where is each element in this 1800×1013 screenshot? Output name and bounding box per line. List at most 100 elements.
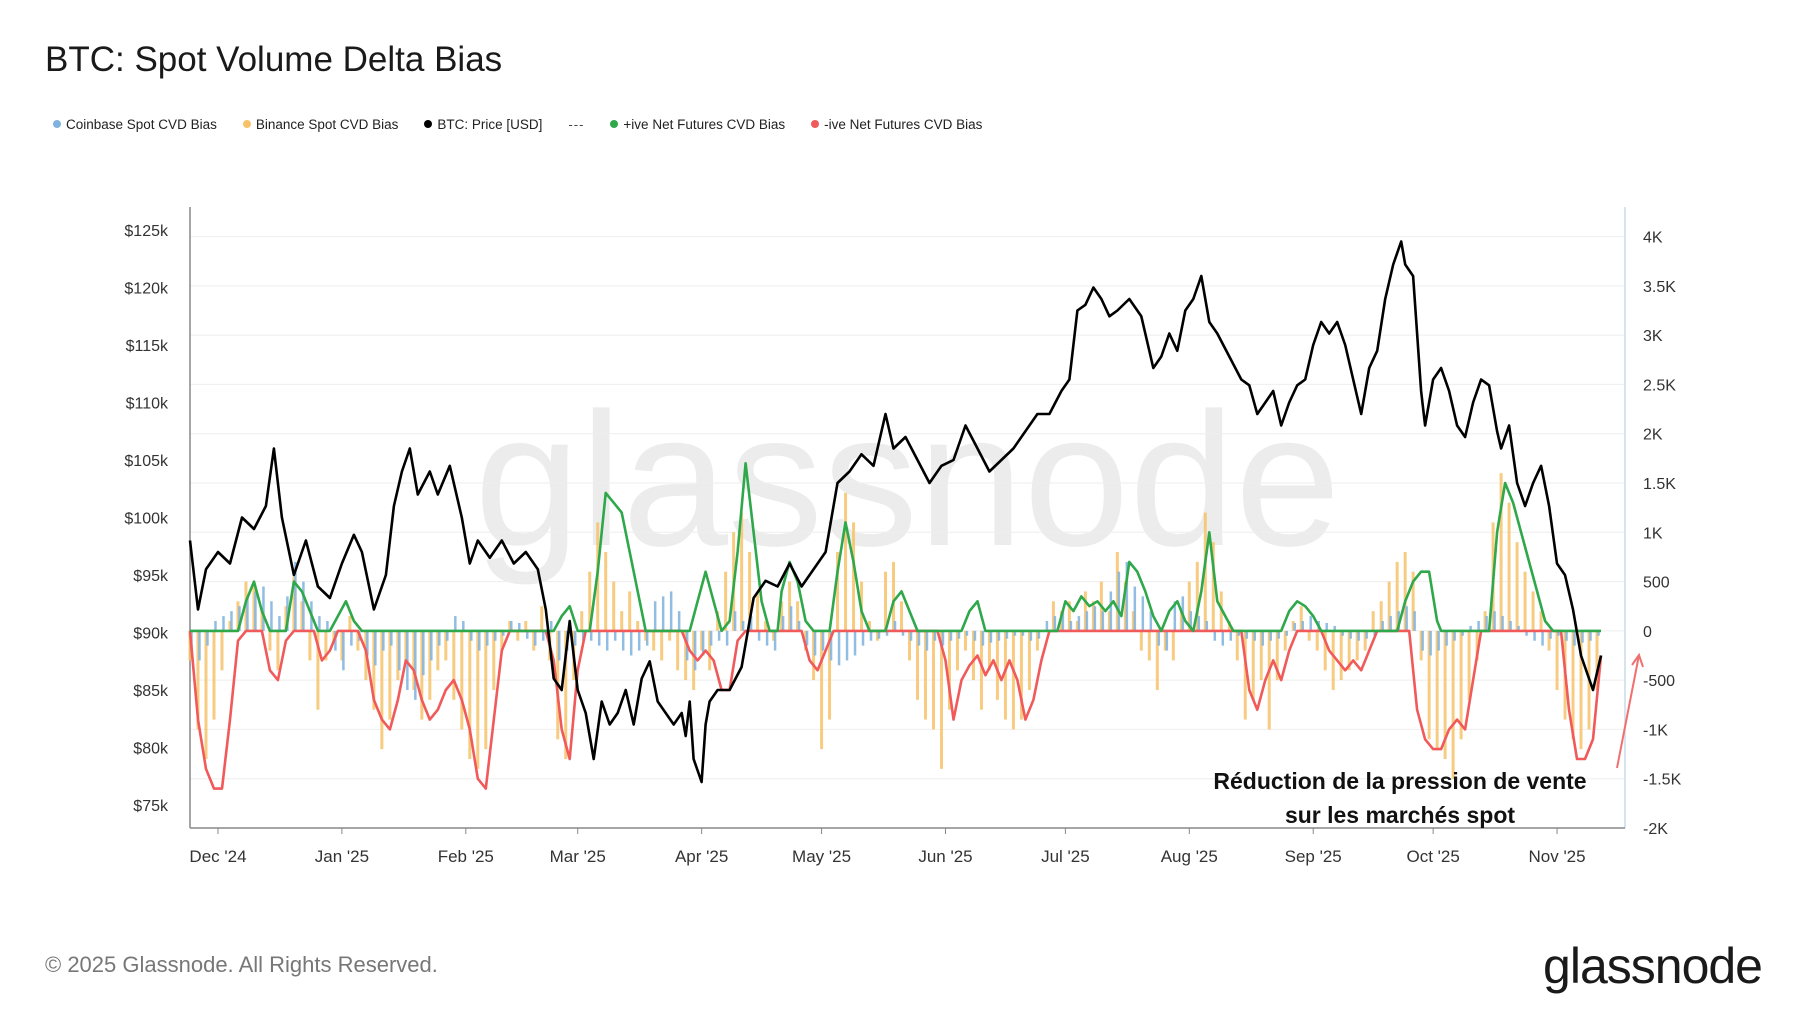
binance-cvd-bar [1363,630,1367,651]
binance-cvd-bar [1379,601,1383,631]
coinbase-cvd-bar [805,630,809,646]
coinbase-cvd-bar [294,561,297,631]
binance-cvd-bar [1323,630,1327,671]
legend-item-negative-futures[interactable]: -ive Net Futures CVD Bias [811,117,982,132]
coinbase-cvd-bar [1125,561,1129,631]
coinbase-cvd-bar [669,591,673,631]
coinbase-cvd-bar [222,616,225,631]
binance-cvd-bar [1467,630,1471,700]
binance-cvd-bar [812,630,816,681]
coinbase-cvd-bar [973,630,977,641]
coinbase-cvd-bar [1189,611,1193,631]
binance-cvd-bar [236,601,240,631]
annotation-line-2: sur les marchés spot [1284,802,1516,828]
binance-cvd-bar [332,630,336,641]
coinbase-cvd-bar [1029,630,1033,641]
coinbase-cvd-bar [605,630,609,651]
coinbase-cvd-bar [709,630,713,646]
coinbase-cvd-bar [773,630,777,651]
coinbase-cvd-bar [573,630,577,646]
binance-cvd-bar [1427,630,1431,740]
coinbase-cvd-bar [1373,630,1376,636]
binance-cvd-bar [907,630,911,661]
binance-cvd-bar [1243,630,1247,720]
x-tick-label: Apr '25 [675,847,728,866]
legend-item-binance[interactable]: Binance Spot CVD Bias [242,117,398,132]
binance-cvd-bar [276,630,280,671]
coinbase-cvd-bar [765,630,769,646]
watermark-text: glassnode [474,374,1340,586]
coinbase-cvd-bar [981,630,985,646]
binance-cvd-bar [1035,630,1039,651]
binance-cvd-bar [1307,630,1311,641]
binance-cvd-bar [1507,502,1511,631]
coinbase-cvd-bar [470,630,473,641]
coinbase-cvd-bar [741,621,745,631]
coinbase-cvd-bar [1429,630,1432,656]
binance-cvd-bar [1259,630,1263,681]
binance-cvd-bar [700,630,704,651]
binance-cvd-bar [1371,611,1375,631]
x-tick-label: Sep '25 [1285,847,1342,866]
coinbase-cvd-bar [1197,616,1201,631]
coinbase-cvd-bar [1453,630,1456,641]
legend-item-dash[interactable]: --- [568,117,584,132]
y-left-tick-label: $75k [133,798,169,815]
coinbase-cvd-bar [1349,630,1352,639]
legend-item-price[interactable]: BTC: Price [USD] [424,117,542,132]
coinbase-cvd-bar [813,630,817,656]
binance-cvd-bar [979,630,983,710]
legend-dot-negative-futures [811,120,820,128]
coinbase-cvd-bar [350,630,353,646]
binance-cvd-bar [1235,630,1239,661]
coinbase-cvd-bar [1381,621,1384,631]
binance-cvd-bar [1523,571,1527,631]
coinbase-cvd-bar [318,616,321,631]
binance-cvd-bar [684,630,688,681]
legend-dot-coinbase [53,120,61,128]
binance-cvd-bar [588,571,592,631]
binance-cvd-bar [628,591,632,631]
binance-cvd-bar [955,630,959,671]
legend-item-positive-futures[interactable]: +ive Net Futures CVD Bias [610,117,785,132]
coinbase-cvd-bar [717,630,721,641]
binance-cvd-bar [668,630,672,641]
binance-cvd-bar [947,630,951,710]
coinbase-cvd-bar [621,630,625,651]
coinbase-cvd-bar [302,581,305,631]
x-tick-label: Jan '25 [315,847,369,866]
coinbase-cvd-bar [1477,621,1480,631]
glassnode-logo[interactable]: glassnode [1543,938,1763,994]
binance-cvd-bar [1555,630,1559,690]
binance-cvd-bar [836,552,840,631]
binance-cvd-bar [788,581,792,631]
binance-cvd-bar [404,630,408,661]
legend-label-coinbase: Coinbase Spot CVD Bias [66,116,217,132]
coinbase-cvd-bar [949,630,953,641]
binance-cvd-bar [1051,601,1055,631]
binance-cvd-bar [915,630,919,700]
coinbase-cvd-bar [1213,630,1217,641]
legend-label-dash: --- [568,116,585,132]
coinbase-cvd-bar [581,630,585,641]
legend-item-coinbase[interactable]: Coinbase Spot CVD Bias [53,117,217,132]
coinbase-cvd-bar [693,630,697,671]
coinbase-cvd-bar [230,611,233,631]
binance-cvd-bar [1115,552,1119,631]
binance-cvd-bar [540,606,544,631]
binance-cvd-bar [460,630,464,730]
binance-cvd-bar [1019,630,1023,720]
y-right-tick-label: 4K [1643,230,1663,247]
binance-cvd-bar [971,630,975,681]
y-right-tick-label: -1K [1643,722,1668,739]
binance-cvd-bar [516,630,520,641]
coinbase-cvd-bar [430,630,433,661]
binance-cvd-bar [324,630,328,661]
binance-cvd-bar [564,630,568,759]
coinbase-cvd-bar [534,630,537,646]
coinbase-cvd-bar [1045,621,1049,631]
y-right-tick-label: 0 [1643,624,1652,641]
binance-cvd-bar [844,492,848,631]
binance-cvd-bar [1091,601,1095,631]
y-left-tick-label: $90k [133,626,169,643]
